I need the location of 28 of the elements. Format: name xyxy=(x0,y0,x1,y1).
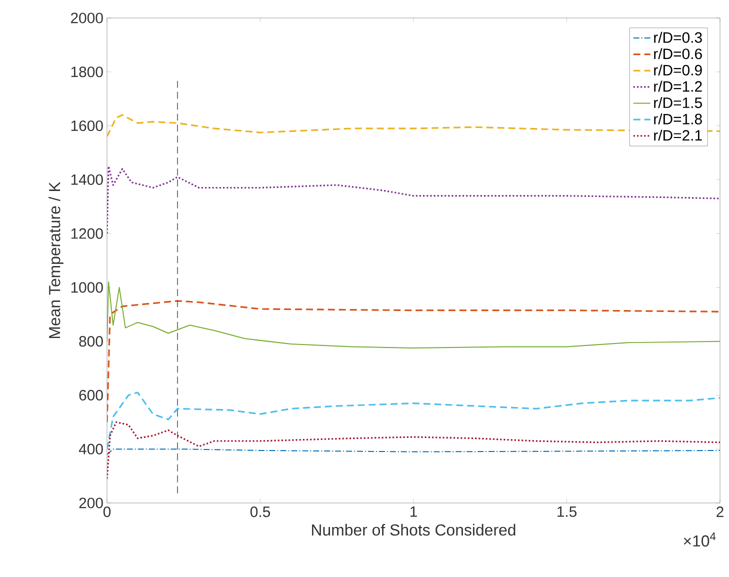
y-tick-label: 400 xyxy=(78,444,103,454)
x-tick-label: 0 xyxy=(103,506,111,518)
legend-label: r/D=0.9 xyxy=(654,64,702,76)
line-series xyxy=(107,421,720,480)
x-tick-label: 1.5 xyxy=(558,506,577,517)
x-tick-label: 1 xyxy=(410,506,417,517)
legend-label: r/D=1.8 xyxy=(654,113,702,124)
y-tick-label: 800 xyxy=(79,336,103,347)
y-tick-label: 1600 xyxy=(71,120,103,132)
text: ×10$^{4}$ xyxy=(684,532,716,547)
legend-label: r/D=2.1 xyxy=(654,130,702,141)
y-tick-label: 2000 xyxy=(70,12,103,24)
y-tick-label: 600 xyxy=(79,390,103,400)
x-tick-label: 0.5 xyxy=(250,506,270,518)
y-tick-label: 1000 xyxy=(71,282,103,293)
x-tick-label: 2 xyxy=(716,506,724,517)
y-tick-label: 200 xyxy=(79,498,103,508)
legend-label: r/D=1.2 xyxy=(654,80,702,92)
legend-label: r/D=0.3 xyxy=(654,32,702,43)
y-axis-title: Mean Temperature / K xyxy=(48,182,64,338)
y-tick-label: 1400 xyxy=(71,174,103,185)
line-series xyxy=(107,282,720,349)
y-tick-label: 1200 xyxy=(71,228,103,239)
legend-label: r/D=0.6 xyxy=(654,48,702,60)
y-tick-label: 1800 xyxy=(71,66,103,78)
x-axis-title: Number of Shots Considered xyxy=(312,524,516,536)
legend-label: r/D=1.5 xyxy=(654,97,702,108)
line-series xyxy=(107,300,720,423)
